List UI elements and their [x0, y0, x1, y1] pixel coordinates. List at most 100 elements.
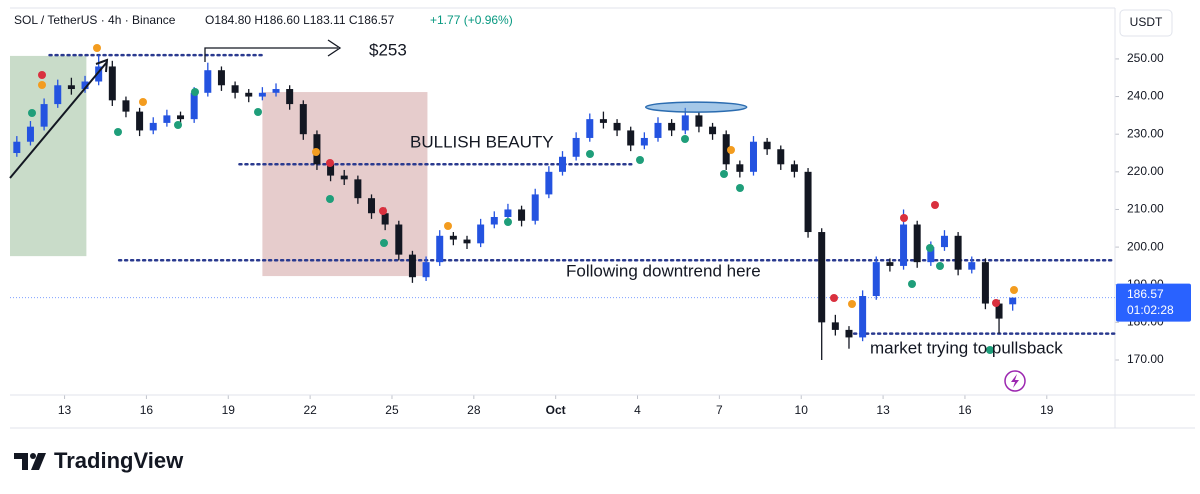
x-tick-label: 4 [634, 403, 641, 417]
signal-dot [636, 156, 644, 164]
target-arrow [204, 47, 338, 62]
change: +1.77 (+0.96%) [430, 13, 513, 27]
last-price-label: 186.57 [1127, 287, 1164, 301]
candle-body [559, 156, 566, 172]
candle-body [81, 81, 89, 90]
candle-body [709, 126, 717, 135]
candle-body [299, 104, 307, 135]
signal-dot [936, 262, 944, 270]
candle-body [736, 164, 744, 172]
candles [13, 55, 1017, 360]
candle-body [504, 209, 512, 217]
candle-body [695, 115, 703, 127]
candle-body [136, 111, 144, 131]
candle-body [477, 224, 485, 244]
logo-dot [30, 453, 36, 459]
signal-dot [986, 346, 994, 354]
candle-body [900, 224, 908, 266]
candle-body [449, 235, 457, 240]
candle-body [927, 247, 935, 263]
candle-body [545, 171, 553, 195]
signal-dot [114, 128, 122, 136]
signal-dot [908, 280, 916, 288]
y-tick-label: 230.00 [1127, 126, 1164, 140]
signal-dot [139, 98, 147, 106]
y-tick-label: 210.00 [1127, 202, 1164, 216]
signal-dot [326, 195, 334, 203]
signal-dot [848, 300, 856, 308]
signal-dot [254, 108, 262, 116]
signal-dot [504, 218, 512, 226]
signal-dot [444, 222, 452, 230]
x-tick-label: 22 [303, 403, 317, 417]
signal-dot [931, 201, 939, 209]
signal-dot [992, 299, 1000, 307]
trend-arrowhead [95, 58, 109, 73]
candle-body [490, 216, 498, 225]
alert-bolt [1011, 374, 1019, 388]
candle-body [640, 137, 648, 146]
candle-body [149, 122, 157, 131]
candle-body [54, 85, 62, 105]
signal-dot [720, 170, 728, 178]
x-tick-label: 25 [385, 403, 399, 417]
zone [262, 92, 428, 277]
candle-body [422, 262, 430, 278]
candle-body [627, 130, 635, 146]
currency[interactable]: USDT [1130, 15, 1163, 29]
candle-body [67, 85, 75, 90]
x-tick-label: 7 [716, 403, 723, 417]
candle-body [654, 122, 662, 138]
countdown-label: 01:02:28 [1127, 303, 1174, 317]
x-tick-label: 19 [222, 403, 236, 417]
candle-body [463, 239, 471, 244]
candle-body [599, 119, 607, 123]
x-tick-label: 16 [140, 403, 154, 417]
candle-body [108, 66, 116, 101]
annotation-target: $253 [369, 40, 407, 59]
y-tick-label: 250.00 [1127, 51, 1164, 65]
candle-body [381, 213, 389, 225]
signal-dot [93, 44, 101, 52]
candle-body [177, 115, 185, 120]
candle-body [26, 126, 34, 142]
candle-body [245, 92, 253, 97]
x-tick-label: Oct [546, 403, 566, 417]
candle-body [286, 89, 294, 105]
signal-dot [1010, 286, 1018, 294]
candle-body [258, 92, 266, 97]
y-tick-label: 240.00 [1127, 89, 1164, 103]
candle-body [327, 164, 335, 176]
y-tick-label: 220.00 [1127, 164, 1164, 178]
logo-mark [31, 453, 46, 470]
candle-body [804, 171, 812, 233]
x-tick-label: 13 [876, 403, 890, 417]
candle-body [204, 70, 212, 93]
grid [64, 58, 1119, 399]
overlays [644, 101, 748, 113]
signal-dot [191, 88, 199, 96]
candle-body [1009, 297, 1017, 305]
candle-body [190, 92, 198, 120]
candle-body [818, 232, 826, 323]
signal-dot [326, 159, 334, 167]
y-tick-label: 200.00 [1127, 239, 1164, 253]
signal-dot [727, 146, 735, 154]
signal-dot [380, 239, 388, 247]
zone [10, 55, 87, 257]
candle-body [777, 149, 785, 165]
annotation-pullback: market trying to pullsback [870, 338, 1063, 357]
currency-box[interactable] [1119, 9, 1173, 37]
signal-dots [28, 44, 1018, 354]
candle-body [859, 296, 867, 338]
signal-dot [28, 109, 36, 117]
candle-body [586, 119, 594, 138]
candle-body [613, 122, 621, 131]
signal-dot [830, 294, 838, 302]
last-price-box [1116, 283, 1191, 322]
candle-body [668, 122, 676, 131]
x-tick-label: 16 [958, 403, 972, 417]
candle-body [845, 329, 853, 338]
